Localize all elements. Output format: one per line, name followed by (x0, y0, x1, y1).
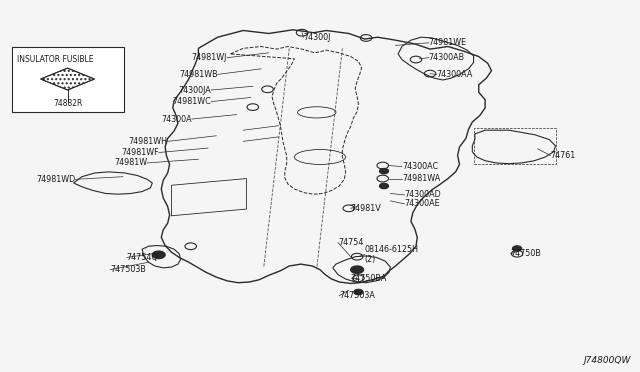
Text: 74981WH: 74981WH (129, 137, 168, 146)
Text: 74882R: 74882R (53, 99, 82, 108)
Circle shape (152, 251, 165, 259)
Circle shape (380, 169, 388, 174)
Text: 74754: 74754 (338, 238, 364, 247)
Text: 74300J: 74300J (303, 33, 331, 42)
Text: 74300AD: 74300AD (404, 190, 441, 199)
Text: 74981WE: 74981WE (429, 38, 467, 47)
Text: 74754Q: 74754Q (127, 253, 159, 262)
Text: 74761: 74761 (550, 151, 575, 160)
Text: INSULATOR FUSIBLE: INSULATOR FUSIBLE (17, 55, 93, 64)
Text: 74300AB: 74300AB (429, 53, 465, 62)
Text: 74981WF: 74981WF (121, 148, 159, 157)
Text: 74300AE: 74300AE (404, 199, 440, 208)
Text: 74981WB: 74981WB (179, 70, 218, 79)
Text: J74800QW: J74800QW (583, 356, 630, 365)
Text: 74750BA: 74750BA (351, 274, 387, 283)
Text: 74300AA: 74300AA (436, 70, 473, 79)
Text: 74981W: 74981W (114, 158, 147, 167)
Text: 747503B: 747503B (110, 265, 146, 274)
Text: 74981WA: 74981WA (402, 174, 440, 183)
Text: 74300AC: 74300AC (402, 162, 438, 171)
Text: 74981V: 74981V (351, 204, 381, 213)
Text: 74981WJ: 74981WJ (192, 53, 227, 62)
Bar (12, 46, 124, 112)
Text: 74300A: 74300A (161, 115, 192, 124)
Circle shape (513, 246, 522, 251)
Text: 74750B: 74750B (511, 249, 541, 258)
Text: 74981WC: 74981WC (172, 97, 211, 106)
Circle shape (351, 266, 364, 273)
Text: 747503A: 747503A (339, 291, 375, 300)
Text: 08146-6125H
(2): 08146-6125H (2) (365, 245, 419, 264)
Circle shape (380, 183, 388, 189)
Text: 74981WD: 74981WD (36, 175, 76, 184)
Circle shape (354, 289, 363, 295)
Text: 74300JA: 74300JA (179, 86, 211, 94)
